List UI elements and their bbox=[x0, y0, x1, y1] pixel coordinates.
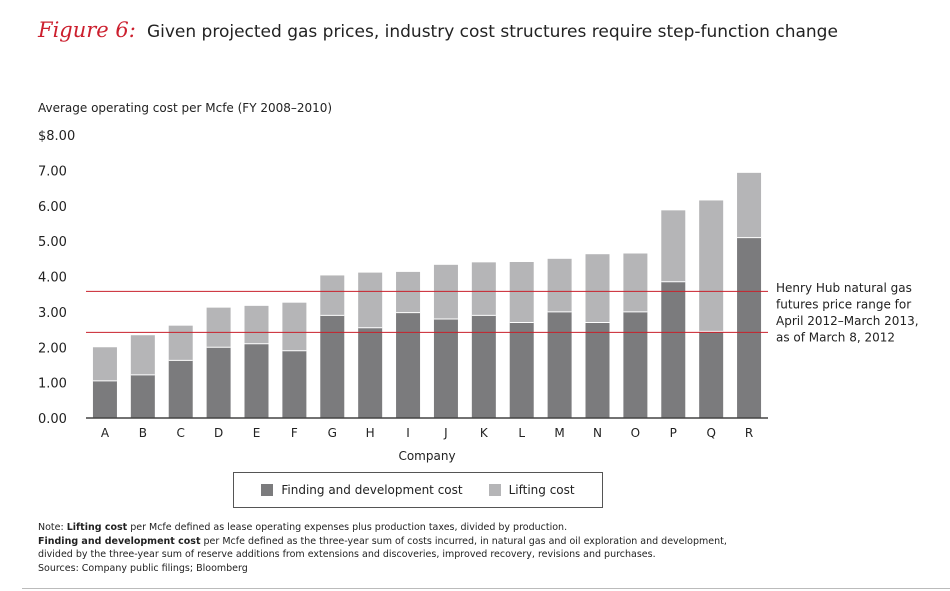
bar-finding-N bbox=[585, 322, 610, 418]
figure-title: Given projected gas prices, industry cos… bbox=[146, 22, 838, 42]
note-line-3: divided by the three-year sum of reserve… bbox=[38, 549, 656, 560]
bar-lifting-H bbox=[358, 272, 383, 328]
bar-finding-H bbox=[358, 327, 383, 418]
bar-lifting-G bbox=[320, 275, 345, 316]
x-tick-label: G bbox=[328, 426, 337, 440]
note-term-finding: Finding and development cost bbox=[38, 535, 201, 547]
bar-lifting-L bbox=[509, 261, 534, 323]
x-tick-label: B bbox=[139, 426, 147, 440]
bottom-rule bbox=[22, 588, 950, 589]
bar-finding-M bbox=[547, 311, 572, 418]
bar-lifting-E bbox=[244, 305, 269, 344]
bar-finding-B bbox=[130, 374, 155, 418]
bar-lifting-R bbox=[737, 172, 762, 238]
x-tick-label: J bbox=[443, 426, 448, 440]
y-tick-label: 5.00 bbox=[38, 235, 67, 250]
legend-label-lifting: Lifting cost bbox=[508, 483, 575, 497]
annotation-line: April 2012–March 2013, bbox=[776, 314, 919, 328]
annotation-line: futures price range for bbox=[776, 298, 911, 312]
y-axis-label: Average operating cost per Mcfe (FY 2008… bbox=[38, 101, 333, 115]
bar-finding-C bbox=[168, 360, 193, 418]
legend-item-lifting: Lifting cost bbox=[488, 483, 575, 497]
bar-lifting-A bbox=[92, 347, 117, 381]
bar-lifting-C bbox=[168, 325, 193, 361]
y-tick-label: 1.00 bbox=[38, 377, 67, 392]
legend-item-finding: Finding and development cost bbox=[261, 483, 463, 497]
bar-lifting-M bbox=[547, 258, 572, 312]
annotation-line: as of March 8, 2012 bbox=[776, 331, 895, 345]
bar-finding-L bbox=[509, 322, 534, 418]
legend: Finding and development cost Lifting cos… bbox=[233, 472, 603, 508]
note-line-1: Note: Lifting cost per Mcfe defined as l… bbox=[38, 522, 568, 533]
x-tick-label: L bbox=[518, 426, 525, 440]
x-tick-label: R bbox=[745, 426, 753, 440]
x-tick-label: M bbox=[554, 426, 564, 440]
stacked-bar-chart: 0.00 1.00 2.00 3.00 4.00 5.00 6.00 7.00 $8.00 A B C… bbox=[38, 129, 919, 463]
y-tick-label: 3.00 bbox=[38, 306, 67, 321]
bar-lifting-F bbox=[282, 302, 307, 351]
bar-lifting-D bbox=[206, 307, 231, 348]
bar-finding-J bbox=[433, 318, 458, 418]
figure-title-row: Figure 6: Given projected gas prices, in… bbox=[38, 18, 838, 42]
bar-lifting-O bbox=[623, 253, 648, 312]
bar-lifting-B bbox=[130, 335, 155, 375]
bar-finding-P bbox=[661, 281, 686, 418]
bar-lifting-Q bbox=[699, 200, 724, 332]
legend-swatch-lifting bbox=[488, 484, 501, 496]
bar-finding-D bbox=[206, 347, 231, 418]
bar-finding-A bbox=[92, 380, 117, 418]
bar-lifting-K bbox=[471, 262, 496, 316]
y-tick-label: 7.00 bbox=[38, 164, 67, 179]
x-tick-label: N bbox=[593, 426, 602, 440]
bar-finding-I bbox=[396, 312, 421, 418]
bar-lifting-N bbox=[585, 254, 610, 323]
bar-finding-F bbox=[282, 350, 307, 418]
x-tick-label: D bbox=[214, 426, 223, 440]
bar-lifting-I bbox=[396, 271, 421, 313]
note-line-2: Finding and development cost per Mcfe de… bbox=[38, 535, 727, 547]
bar-lifting-J bbox=[433, 264, 458, 319]
legend-label-finding: Finding and development cost bbox=[281, 483, 463, 497]
sources-line: Sources: Company public filings; Bloombe… bbox=[38, 562, 248, 574]
x-tick-label: C bbox=[177, 426, 185, 440]
x-axis-label: Company bbox=[398, 449, 455, 463]
y-tick-label: 4.00 bbox=[38, 271, 67, 286]
x-tick-label: F bbox=[291, 426, 298, 440]
x-tick-label: K bbox=[480, 426, 489, 440]
x-tick-label: O bbox=[631, 426, 640, 440]
bar-finding-R bbox=[737, 237, 762, 418]
bar-finding-Q bbox=[699, 331, 724, 418]
y-tick-label: 2.00 bbox=[38, 341, 67, 356]
bar-finding-E bbox=[244, 343, 269, 418]
bar-finding-K bbox=[471, 315, 496, 418]
y-tick-label: $8.00 bbox=[38, 129, 75, 144]
y-tick-label: 0.00 bbox=[38, 412, 67, 427]
annotation-line: Henry Hub natural gas bbox=[776, 281, 912, 295]
x-tick-label: I bbox=[406, 426, 410, 440]
legend-swatch-finding bbox=[261, 484, 274, 496]
y-tick-label: 6.00 bbox=[38, 200, 67, 215]
x-tick-label: A bbox=[101, 426, 110, 440]
x-tick-label: E bbox=[253, 426, 261, 440]
bar-lifting-P bbox=[661, 210, 686, 282]
x-tick-label: H bbox=[366, 426, 375, 440]
x-tick-label: P bbox=[670, 426, 677, 440]
x-tick-label: Q bbox=[706, 426, 715, 440]
notes: Note: Lifting cost per Mcfe defined as l… bbox=[38, 521, 727, 575]
bar-finding-O bbox=[623, 311, 648, 418]
note-term-lifting: Lifting cost bbox=[66, 522, 128, 533]
figure-label: Figure 6: bbox=[38, 18, 136, 42]
bar-finding-G bbox=[320, 315, 345, 418]
